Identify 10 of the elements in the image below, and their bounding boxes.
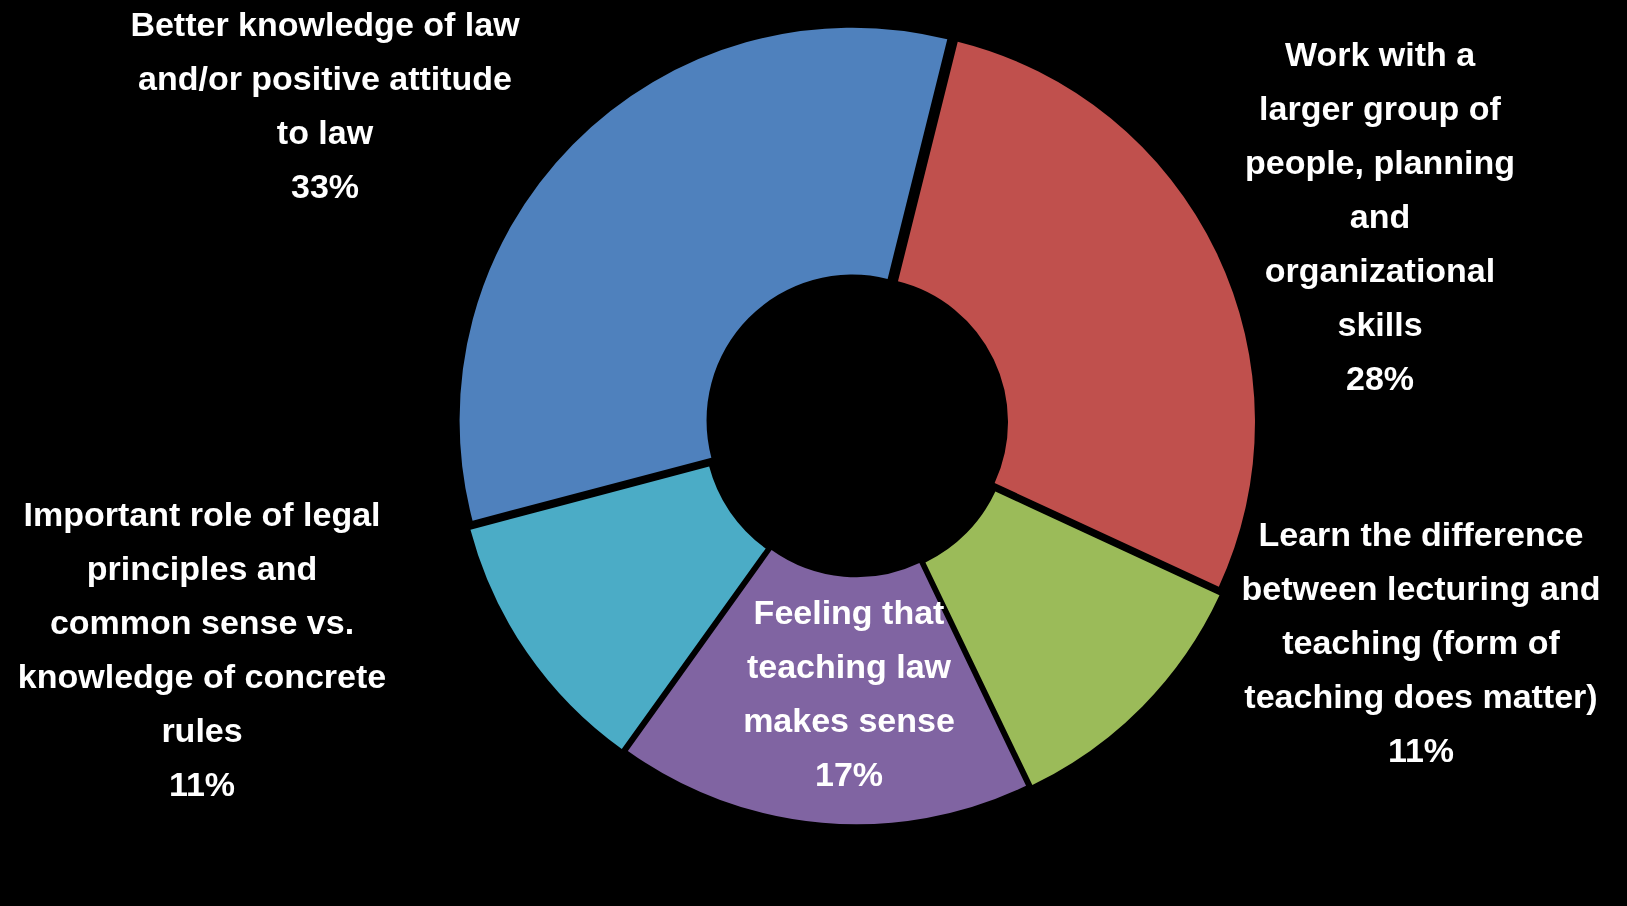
data-label: 17%: [814, 755, 884, 794]
slice-label: Learn the difference between lecturing and teaching (form of teaching does matter): [1241, 515, 1601, 716]
data-label: 28%: [1345, 359, 1415, 398]
data-label: 11%: [168, 765, 236, 804]
data-label: 11%: [1387, 731, 1455, 770]
slice-label: Work with a larger group of people, planning and organizational skills: [1244, 35, 1516, 344]
slice-label: Feeling that teaching law makes sense: [743, 593, 955, 740]
slice-label: Important role of legal principles and common sense vs. knowledge of concrete rules: [17, 495, 387, 750]
data-label: 33%: [290, 167, 360, 206]
slice-label: Better knowledge of law and/or positive attitude to law: [130, 5, 521, 152]
